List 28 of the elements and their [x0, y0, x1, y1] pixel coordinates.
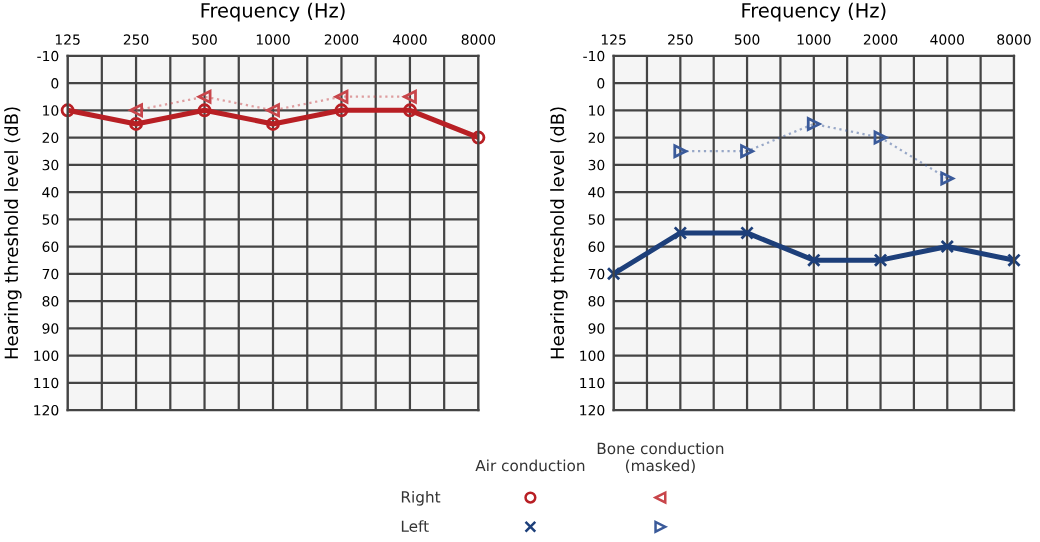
- y-axis-title: Hearing threshold level (dB): [4, 107, 22, 359]
- point: [334, 103, 349, 118]
- point: [806, 117, 821, 131]
- x-axis-title: Frequency (Hz): [201, 2, 345, 22]
- point: [197, 103, 212, 118]
- point: [740, 144, 755, 159]
- point: [740, 225, 755, 240]
- point: [673, 225, 688, 240]
- point: [266, 103, 280, 118]
- x-axis-title: Frequency (Hz): [742, 2, 886, 22]
- point: [873, 130, 888, 145]
- point: [402, 89, 417, 104]
- point: [402, 103, 417, 118]
- point: [266, 117, 280, 131]
- point: [471, 130, 486, 145]
- point: [334, 89, 349, 104]
- y-axis-title: Hearing threshold level (dB): [550, 107, 568, 359]
- point: [940, 171, 955, 186]
- point: [129, 117, 144, 131]
- point: [673, 144, 688, 159]
- point: [873, 253, 888, 268]
- point: [1007, 253, 1021, 268]
- point: [806, 253, 821, 268]
- point: [129, 103, 144, 118]
- point: [197, 89, 212, 104]
- point: [940, 239, 955, 254]
- point: [60, 103, 75, 118]
- point: [606, 266, 621, 281]
